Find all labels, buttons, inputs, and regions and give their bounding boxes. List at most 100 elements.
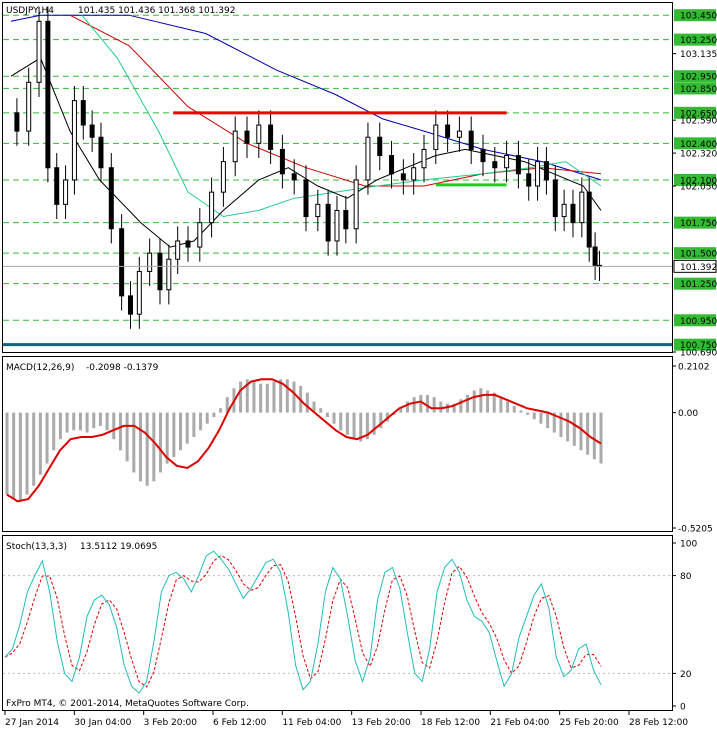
- candle-body-50: [535, 161, 541, 187]
- macd-bar-66: [445, 403, 449, 413]
- macd-bar-32: [219, 408, 223, 413]
- stoch-tick-label-1: 80: [680, 572, 692, 582]
- macd-values: -0.2098 -0.1379: [86, 363, 159, 373]
- price-tick-label-1: 103.250: [680, 36, 717, 46]
- macd-panel: 0.2102 0.00 -0.5205: [5, 363, 713, 535]
- macd-bar-73: [492, 392, 496, 413]
- macd-bar-19: [132, 412, 136, 473]
- macd-bar-74: [499, 397, 503, 413]
- candle-body-53: [561, 203, 567, 218]
- macd-bar-83: [559, 412, 563, 437]
- macd-bar-37: [252, 381, 256, 413]
- macd-bar-86: [579, 412, 583, 451]
- price-tick-label-3: 102.950: [680, 73, 717, 83]
- macd-bar-26: [179, 412, 183, 451]
- candle-body-56: [586, 191, 592, 248]
- macd-bar-35: [239, 381, 243, 413]
- macd-bar-81: [546, 412, 550, 429]
- candle-body-16: [157, 252, 163, 291]
- price-tick-label-2: 103.135: [680, 50, 717, 60]
- price-ohlc-values: 101.435 101.436 101.368 101.392: [78, 6, 235, 16]
- price-tick-bg-3: [674, 70, 716, 83]
- macd-bar-23: [159, 412, 163, 473]
- candle-body-26: [268, 124, 274, 150]
- price-tick-label-15: 100.950: [680, 317, 717, 327]
- macd-bar-14: [98, 412, 102, 426]
- macd-bar-67: [452, 403, 456, 413]
- macd-bar-56: [379, 412, 383, 429]
- price-tick-bg-15: [674, 314, 716, 327]
- price-tick-bg-1: [674, 33, 716, 46]
- candle-body-6: [63, 179, 69, 205]
- macd-bar-30: [205, 412, 209, 424]
- candle-body-11: [108, 167, 114, 230]
- macd-bar-60: [405, 401, 409, 413]
- macd-bar-47: [319, 408, 323, 413]
- macd-bar-52: [352, 412, 356, 440]
- candle-body-7: [71, 100, 77, 181]
- candle-body-2: [26, 81, 32, 132]
- price-tick-bg-16: [674, 338, 716, 351]
- candle-body-14: [136, 270, 142, 315]
- candle-body-49: [526, 173, 532, 187]
- price-tick-label-13: 101.392: [680, 263, 717, 273]
- price-tick-label-8: 102.320: [680, 150, 717, 160]
- candle-body-51: [543, 161, 549, 181]
- price-tick-label-7: 102.400: [680, 140, 717, 150]
- macd-bar-0: [5, 412, 9, 495]
- macd-bar-68: [459, 399, 463, 413]
- candle-body-33: [343, 209, 349, 230]
- time-tick-label-6: 18 Feb 12:00: [421, 718, 480, 728]
- candle-body-25: [256, 124, 262, 144]
- macd-bar-78: [526, 412, 530, 415]
- macd-tick-label-2: -0.5205: [678, 525, 713, 535]
- macd-bar-64: [432, 397, 436, 413]
- footer-copyright: FxPro MT4, © 2001-2014, MetaQuotes Softw…: [6, 699, 249, 709]
- candle-body-43: [456, 130, 462, 138]
- candle-body-39: [411, 167, 417, 181]
- price-tick-bg-12: [674, 247, 716, 260]
- candle-body-20: [197, 222, 203, 248]
- macd-bar-21: [145, 412, 149, 486]
- candle-body-22: [220, 161, 226, 193]
- macd-bar-62: [419, 394, 423, 413]
- macd-bar-65: [439, 401, 443, 413]
- candle-body-45: [480, 148, 486, 163]
- macd-bar-79: [532, 412, 536, 420]
- time-tick-label-4: 11 Feb 04:00: [282, 718, 341, 728]
- stoch-values: 13.5112 19.0695: [80, 542, 157, 552]
- macd-bar-38: [259, 383, 263, 413]
- price-tick-label-14: 101.250: [680, 280, 717, 290]
- macd-bar-18: [125, 412, 129, 462]
- candle-body-42: [445, 124, 451, 138]
- moving-average-1: [69, 14, 602, 187]
- candle-body-34: [353, 179, 359, 230]
- macd-bar-76: [512, 405, 516, 413]
- macd-bar-80: [539, 412, 543, 424]
- macd-bar-10: [72, 412, 76, 431]
- macd-bar-43: [292, 381, 296, 413]
- price-tick-label-17: 100.690: [680, 349, 717, 359]
- time-axis: 27 Jan 2014 30 Jan 04:00 3 Feb 20:00 6 Feb …: [4, 711, 688, 728]
- candle-body-12: [119, 228, 125, 297]
- price-tick-label-16: 100.750: [680, 341, 717, 351]
- candle-body-27: [279, 148, 285, 175]
- candle-body-4: [45, 20, 51, 169]
- macd-bar-20: [138, 412, 142, 482]
- price-symbol-title: USDJPY,H4: [6, 6, 54, 16]
- candle-body-44: [468, 130, 474, 150]
- price-tick-label-12: 101.500: [680, 250, 717, 260]
- macd-bar-59: [399, 408, 403, 413]
- candle-body-47: [504, 155, 510, 169]
- time-tick-label-5: 13 Feb 20:00: [352, 718, 411, 728]
- macd-bar-22: [152, 412, 156, 482]
- candle-body-13: [127, 295, 133, 315]
- macd-panel-frame: [2, 356, 673, 532]
- macd-bar-11: [78, 412, 82, 431]
- macd-tick-label-0: 0.2102: [678, 363, 710, 373]
- macd-bar-54: [365, 412, 369, 440]
- macd-bar-3: [25, 412, 29, 495]
- macd-bar-25: [172, 412, 176, 457]
